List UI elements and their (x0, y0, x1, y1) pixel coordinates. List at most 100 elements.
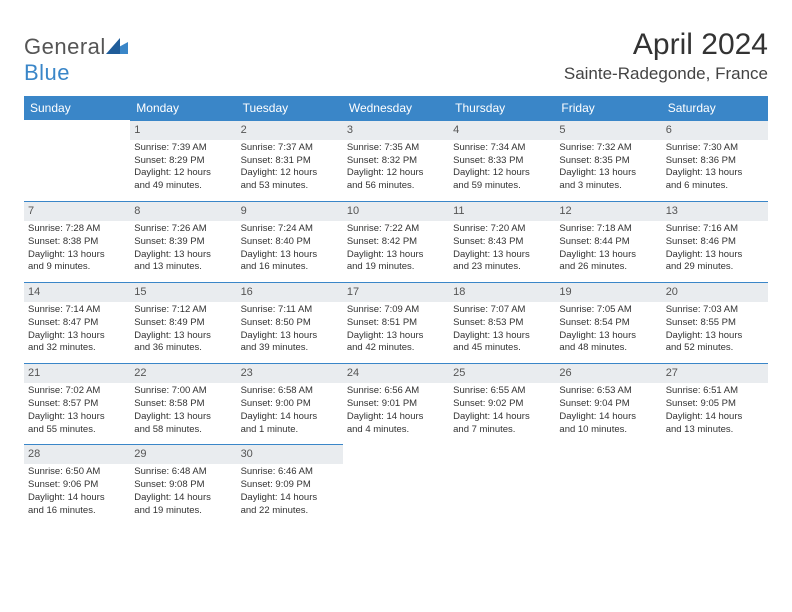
day-details: Sunrise: 7:14 AMSunset: 8:47 PMDaylight:… (24, 302, 130, 363)
weekday-header: Thursday (449, 96, 555, 120)
daylight1-text: Daylight: 14 hours (134, 492, 232, 505)
location-label: Sainte-Radegonde, France (564, 64, 768, 84)
sunrise-text: Sunrise: 7:26 AM (134, 223, 232, 236)
weekday-header: Wednesday (343, 96, 449, 120)
calendar-cell: 28Sunrise: 6:50 AMSunset: 9:06 PMDayligh… (24, 444, 130, 525)
daylight2-text: and 19 minutes. (134, 505, 232, 518)
sunset-text: Sunset: 8:35 PM (559, 155, 657, 168)
calendar-cell: 5Sunrise: 7:32 AMSunset: 8:35 PMDaylight… (555, 120, 661, 201)
day-details: Sunrise: 7:20 AMSunset: 8:43 PMDaylight:… (449, 221, 555, 282)
daylight1-text: Daylight: 12 hours (453, 167, 551, 180)
sunset-text: Sunset: 9:04 PM (559, 398, 657, 411)
calendar-cell (555, 444, 661, 525)
day-number: 18 (449, 282, 555, 302)
daylight2-text: and 55 minutes. (28, 424, 126, 437)
weekday-header: Saturday (662, 96, 768, 120)
daylight2-text: and 39 minutes. (241, 342, 339, 355)
day-details: Sunrise: 7:03 AMSunset: 8:55 PMDaylight:… (662, 302, 768, 363)
sunset-text: Sunset: 8:29 PM (134, 155, 232, 168)
day-details: Sunrise: 6:55 AMSunset: 9:02 PMDaylight:… (449, 383, 555, 444)
calendar-cell: 30Sunrise: 6:46 AMSunset: 9:09 PMDayligh… (237, 444, 343, 525)
sunset-text: Sunset: 8:58 PM (134, 398, 232, 411)
daylight1-text: Daylight: 12 hours (241, 167, 339, 180)
sunrise-text: Sunrise: 6:53 AM (559, 385, 657, 398)
empty-day (343, 444, 449, 518)
sunset-text: Sunset: 9:00 PM (241, 398, 339, 411)
calendar-cell: 2Sunrise: 7:37 AMSunset: 8:31 PMDaylight… (237, 120, 343, 201)
day-details: Sunrise: 6:48 AMSunset: 9:08 PMDaylight:… (130, 464, 236, 525)
day-number: 14 (24, 282, 130, 302)
sunrise-text: Sunrise: 6:48 AM (134, 466, 232, 479)
daylight2-text: and 48 minutes. (559, 342, 657, 355)
calendar-cell: 24Sunrise: 6:56 AMSunset: 9:01 PMDayligh… (343, 363, 449, 444)
day-details: Sunrise: 6:50 AMSunset: 9:06 PMDaylight:… (24, 464, 130, 525)
daylight2-text: and 3 minutes. (559, 180, 657, 193)
sunset-text: Sunset: 8:36 PM (666, 155, 764, 168)
day-number: 25 (449, 363, 555, 383)
daylight1-text: Daylight: 13 hours (347, 330, 445, 343)
calendar-cell (662, 444, 768, 525)
day-number: 17 (343, 282, 449, 302)
calendar-cell: 17 Sunrise: 7:09 AMSunset: 8:51 PMDayligh… (343, 282, 449, 363)
day-details: Sunrise: 7:16 AMSunset: 8:46 PMDaylight:… (662, 221, 768, 282)
weekday-header: Tuesday (237, 96, 343, 120)
daylight2-text: and 52 minutes. (666, 342, 764, 355)
calendar-week-row: 28Sunrise: 6:50 AMSunset: 9:06 PMDayligh… (24, 444, 768, 525)
month-title: April 2024 (564, 28, 768, 62)
sunset-text: Sunset: 9:02 PM (453, 398, 551, 411)
daylight1-text: Daylight: 13 hours (559, 167, 657, 180)
sunset-text: Sunset: 8:42 PM (347, 236, 445, 249)
day-details: Sunrise: 7:39 AMSunset: 8:29 PMDaylight:… (130, 140, 236, 201)
calendar-table: Sunday Monday Tuesday Wednesday Thursday… (24, 96, 768, 525)
sunset-text: Sunset: 9:01 PM (347, 398, 445, 411)
sunrise-text: Sunrise: 7:12 AM (134, 304, 232, 317)
sunrise-text: Sunrise: 7:34 AM (453, 142, 551, 155)
day-details: Sunrise: 7:26 AMSunset: 8:39 PMDaylight:… (130, 221, 236, 282)
empty-day (555, 444, 661, 518)
day-details: Sunrise: 7:05 AMSunset: 8:54 PMDaylight:… (555, 302, 661, 363)
calendar-cell: 16Sunrise: 7:11 AMSunset: 8:50 PMDayligh… (237, 282, 343, 363)
daylight1-text: Daylight: 13 hours (559, 249, 657, 262)
logo-word2: Blue (24, 60, 70, 85)
daylight1-text: Daylight: 13 hours (666, 167, 764, 180)
sunrise-text: Sunrise: 7:18 AM (559, 223, 657, 236)
day-details: Sunrise: 7:34 AMSunset: 8:33 PMDaylight:… (449, 140, 555, 201)
calendar-cell: 26Sunrise: 6:53 AMSunset: 9:04 PMDayligh… (555, 363, 661, 444)
calendar-cell: 19Sunrise: 7:05 AMSunset: 8:54 PMDayligh… (555, 282, 661, 363)
calendar-cell: 27Sunrise: 6:51 AMSunset: 9:05 PMDayligh… (662, 363, 768, 444)
day-number: 3 (343, 120, 449, 140)
sunrise-text: Sunrise: 7:07 AM (453, 304, 551, 317)
daylight2-text: and 29 minutes. (666, 261, 764, 274)
calendar-cell: 6Sunrise: 7:30 AMSunset: 8:36 PMDaylight… (662, 120, 768, 201)
daylight2-text: and 7 minutes. (453, 424, 551, 437)
day-number: 19 (555, 282, 661, 302)
calendar-cell: 20Sunrise: 7:03 AMSunset: 8:55 PMDayligh… (662, 282, 768, 363)
daylight1-text: Daylight: 13 hours (666, 330, 764, 343)
sunrise-text: Sunrise: 7:05 AM (559, 304, 657, 317)
sunset-text: Sunset: 8:51 PM (347, 317, 445, 330)
daylight2-text: and 13 minutes. (134, 261, 232, 274)
daylight1-text: Daylight: 13 hours (241, 249, 339, 262)
sunrise-text: Sunrise: 7:16 AM (666, 223, 764, 236)
daylight2-text: and 13 minutes. (666, 424, 764, 437)
calendar-cell: 18Sunrise: 7:07 AMSunset: 8:53 PMDayligh… (449, 282, 555, 363)
sunrise-text: Sunrise: 7:09 AM (347, 304, 445, 317)
sunset-text: Sunset: 9:08 PM (134, 479, 232, 492)
day-details: Sunrise: 7:07 AMSunset: 8:53 PMDaylight:… (449, 302, 555, 363)
day-number: 16 (237, 282, 343, 302)
daylight2-text: and 49 minutes. (134, 180, 232, 193)
daylight1-text: Daylight: 12 hours (134, 167, 232, 180)
sunset-text: Sunset: 8:47 PM (28, 317, 126, 330)
sunset-text: Sunset: 9:09 PM (241, 479, 339, 492)
day-details: Sunrise: 6:58 AMSunset: 9:00 PMDaylight:… (237, 383, 343, 444)
daylight1-text: Daylight: 14 hours (241, 492, 339, 505)
calendar-cell: 14Sunrise: 7:14 AMSunset: 8:47 PMDayligh… (24, 282, 130, 363)
daylight2-text: and 53 minutes. (241, 180, 339, 193)
logo-icon (106, 38, 128, 54)
empty-day (662, 444, 768, 518)
day-details: Sunrise: 7:28 AMSunset: 8:38 PMDaylight:… (24, 221, 130, 282)
calendar-cell: 15Sunrise: 7:12 AMSunset: 8:49 PMDayligh… (130, 282, 236, 363)
daylight1-text: Daylight: 13 hours (666, 249, 764, 262)
daylight1-text: Daylight: 13 hours (241, 330, 339, 343)
calendar-cell: 11Sunrise: 7:20 AMSunset: 8:43 PMDayligh… (449, 201, 555, 282)
